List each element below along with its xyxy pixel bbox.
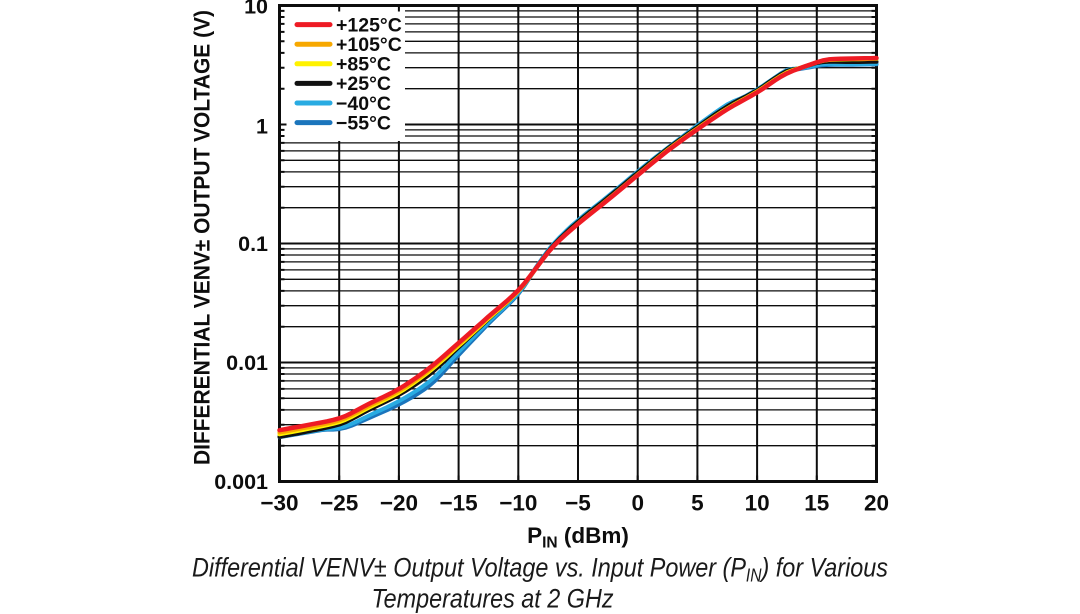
svg-text:5: 5 bbox=[691, 491, 704, 516]
svg-text:+105°C: +105°C bbox=[336, 34, 402, 56]
svg-text:+25°C: +25°C bbox=[336, 73, 391, 95]
svg-text:10: 10 bbox=[244, 0, 268, 19]
svg-text:−15: −15 bbox=[440, 491, 478, 516]
svg-text:−30: −30 bbox=[260, 491, 298, 516]
svg-text:−5: −5 bbox=[565, 491, 591, 516]
svg-text:20: 20 bbox=[864, 491, 889, 516]
svg-text:−20: −20 bbox=[380, 491, 418, 516]
svg-text:−40°C: −40°C bbox=[336, 93, 391, 115]
svg-text:0.001: 0.001 bbox=[214, 470, 268, 494]
svg-text:+125°C: +125°C bbox=[336, 14, 402, 36]
svg-text:−55°C: −55°C bbox=[336, 112, 391, 134]
svg-text:−25: −25 bbox=[320, 491, 358, 516]
svg-text:Temperatures at 2 GHz: Temperatures at 2 GHz bbox=[372, 584, 614, 614]
svg-text:0.1: 0.1 bbox=[238, 232, 268, 256]
svg-text:+85°C: +85°C bbox=[336, 54, 391, 76]
svg-text:−10: −10 bbox=[499, 491, 537, 516]
svg-text:15: 15 bbox=[804, 491, 829, 516]
svg-text:10: 10 bbox=[745, 491, 770, 516]
svg-text:Differential VENV± Output Volt: Differential VENV± Output Voltage vs. In… bbox=[192, 553, 888, 586]
svg-text:0.01: 0.01 bbox=[226, 351, 268, 375]
svg-text:DIFFERENTIAL VENV± OUTPUT VOLT: DIFFERENTIAL VENV± OUTPUT VOLTAGE (V) bbox=[190, 10, 215, 465]
svg-text:0: 0 bbox=[631, 491, 644, 516]
svg-text:1: 1 bbox=[256, 115, 268, 139]
